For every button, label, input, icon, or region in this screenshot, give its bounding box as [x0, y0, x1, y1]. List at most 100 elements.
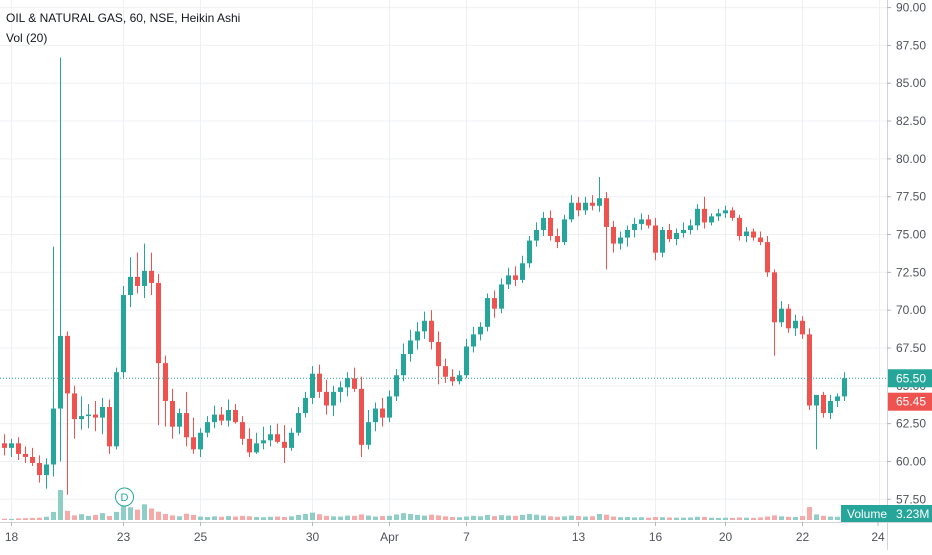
candle-body — [23, 453, 28, 457]
candle-body — [534, 229, 539, 241]
volume-bar — [310, 512, 315, 520]
candle-body — [646, 219, 651, 226]
volume-bar — [324, 515, 329, 520]
volume-bar — [380, 516, 385, 520]
volume-bar — [835, 516, 840, 520]
volume-bar — [331, 516, 336, 520]
candle-body — [723, 210, 728, 214]
candle-body — [191, 437, 196, 450]
candle-body — [149, 270, 154, 283]
volume-bar — [513, 515, 518, 520]
candle-body — [555, 236, 560, 243]
candle-body — [520, 263, 525, 280]
time-tick-label: 24 — [871, 530, 885, 544]
volume-bar — [828, 516, 833, 520]
volume-bar — [219, 516, 224, 520]
candle-body — [93, 414, 98, 418]
volume-bar — [436, 515, 441, 520]
candle-body — [226, 410, 231, 421]
volume-bar — [429, 514, 434, 520]
candle-body — [779, 308, 784, 323]
candle-body — [842, 378, 847, 397]
candle-body — [100, 407, 105, 418]
volume-bar — [744, 517, 749, 520]
volume-bar — [800, 516, 805, 520]
volume-bar — [618, 517, 623, 520]
price-tick-label: 70.00 — [896, 303, 926, 317]
candle-body — [681, 229, 686, 234]
candle-body — [758, 237, 763, 243]
dividend-marker-label: D — [121, 492, 129, 504]
volume-bar — [555, 516, 560, 520]
candle-body — [107, 407, 112, 447]
volume-bar — [9, 518, 14, 520]
volume-bar — [772, 515, 777, 520]
volume-bar — [492, 516, 497, 520]
chart-legend: OIL & NATURAL GAS, 60, NSE, Heikin Ashi … — [6, 8, 240, 48]
candle-body — [688, 225, 693, 230]
volume-bar — [625, 517, 630, 520]
volume-bar — [471, 515, 476, 520]
candle-body — [58, 335, 63, 409]
candle-body — [765, 242, 770, 273]
time-axis-bg — [0, 522, 887, 550]
volume-bar — [464, 516, 469, 520]
volume-bar — [562, 516, 567, 520]
volume-bar — [149, 508, 154, 520]
candle-body — [674, 233, 679, 240]
candle-body — [303, 397, 308, 414]
candle-body — [219, 414, 224, 421]
volume-bar — [758, 517, 763, 520]
candle-body — [422, 320, 427, 332]
candle-body — [471, 334, 476, 347]
price-tick-label: 80.00 — [896, 152, 926, 166]
volume-bar — [338, 516, 343, 520]
candle-body — [135, 276, 140, 286]
volume-bar — [352, 515, 357, 520]
volume-bars — [2, 490, 847, 520]
price-tick-label: 67.50 — [896, 341, 926, 355]
candle-body — [79, 416, 84, 420]
candle-body — [653, 225, 658, 253]
volume-bar — [359, 514, 364, 520]
volume-bar — [30, 517, 35, 520]
volume-bar — [450, 517, 455, 520]
candle-body — [632, 223, 637, 230]
last-price-label: 65.50 — [896, 371, 926, 385]
volume-bar — [814, 514, 819, 520]
time-tick-label: 22 — [796, 530, 810, 544]
second-price-label-bg — [888, 392, 932, 411]
candle-body — [590, 202, 595, 206]
volume-indicator-label: Vol (20) — [6, 31, 48, 45]
volume-bar — [583, 516, 588, 520]
candle-body — [317, 373, 322, 392]
volume-bar — [240, 515, 245, 520]
candle-body — [184, 413, 189, 438]
candle-body — [261, 440, 266, 444]
candle-body — [443, 366, 448, 377]
candle-body — [702, 208, 707, 223]
candle-body — [604, 198, 609, 227]
volume-bar — [16, 518, 21, 520]
volume-bar — [569, 515, 574, 520]
volume-bar — [23, 518, 28, 520]
volume-bar — [212, 516, 217, 520]
candle-body — [786, 308, 791, 329]
volume-bar — [709, 517, 714, 520]
volume-bar — [639, 517, 644, 520]
volume-bar — [695, 516, 700, 520]
second-price-label: 65.45 — [896, 395, 926, 409]
candle-body — [198, 432, 203, 450]
candle-body — [373, 408, 378, 423]
candle-body — [366, 422, 371, 445]
candle-body — [9, 443, 14, 448]
time-tick-label: Apr — [380, 530, 399, 544]
volume-bar — [674, 517, 679, 520]
volume-bar — [506, 515, 511, 520]
volume-bar — [499, 515, 504, 520]
volume-bar — [191, 514, 196, 520]
price-tick-label: 72.50 — [896, 265, 926, 279]
time-tick-label: 16 — [649, 530, 663, 544]
